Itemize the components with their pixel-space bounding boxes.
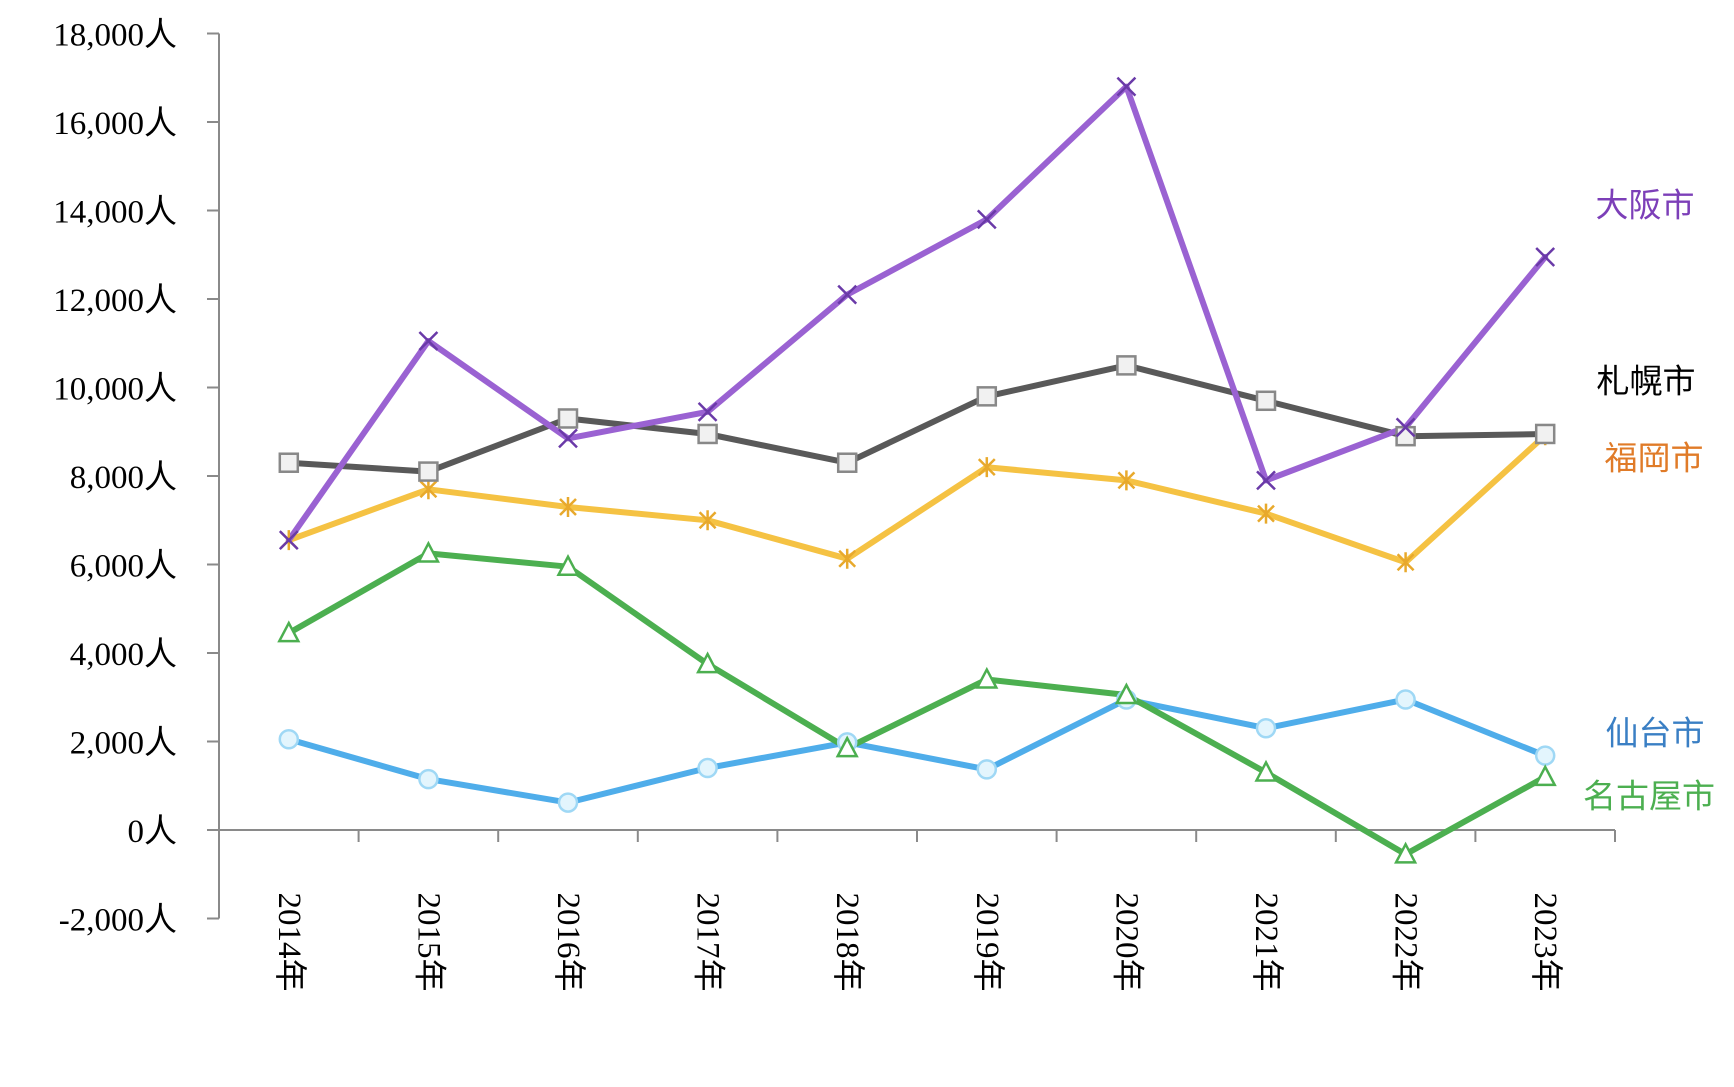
x-tick-label: 2021年	[1248, 893, 1285, 992]
series-line	[285, 83, 1549, 544]
series-line	[285, 696, 1549, 806]
y-tick-label: 2,000人	[70, 726, 177, 762]
data-point	[278, 729, 300, 750]
data-point	[1395, 689, 1416, 710]
data-point	[1114, 682, 1138, 705]
data-point	[1255, 390, 1277, 412]
y-tick-label: 6,000人	[70, 549, 177, 585]
y-tick-label: 10,000人	[53, 372, 177, 408]
data-point	[697, 757, 718, 779]
data-point	[1533, 764, 1557, 787]
data-point	[698, 510, 717, 531]
data-point	[1395, 417, 1416, 438]
x-tick-label: 2022年	[1388, 893, 1425, 992]
series-line	[285, 362, 1549, 475]
data-point	[1254, 759, 1278, 782]
x-tick-label: 2023年	[1527, 893, 1564, 992]
data-point	[418, 331, 439, 351]
x-tick-label: 2019年	[969, 892, 1006, 991]
data-point	[278, 530, 299, 551]
series-line	[285, 432, 1549, 566]
series-label: 名古屋市	[1583, 777, 1715, 816]
data-point	[1395, 425, 1416, 447]
data-point	[419, 479, 438, 500]
data-point	[1534, 745, 1556, 766]
data-point	[1396, 552, 1415, 573]
data-point	[836, 452, 858, 473]
data-point	[1534, 423, 1556, 445]
data-point	[837, 284, 858, 305]
data-point	[1394, 841, 1418, 864]
data-point	[416, 540, 440, 563]
data-point	[1255, 717, 1277, 739]
data-point	[838, 548, 857, 569]
data-point	[557, 792, 579, 813]
x-tick-label: 2020年	[1108, 893, 1145, 992]
series-label: 大阪市	[1596, 186, 1695, 225]
x-tick-label: 2016年	[550, 893, 587, 992]
data-point	[977, 457, 996, 478]
data-point	[1535, 247, 1556, 267]
data-point	[418, 768, 439, 790]
data-point	[1116, 76, 1137, 97]
series-markers	[277, 76, 1557, 864]
x-tick-label: 2014年	[271, 893, 308, 992]
y-tick-label: 16,000人	[53, 106, 177, 142]
y-tick-label: 14,000人	[53, 195, 177, 231]
data-point	[278, 452, 300, 473]
x-tick-label: 2018年	[829, 893, 866, 992]
data-point	[976, 209, 997, 230]
y-tick-label: 12,000人	[53, 283, 177, 319]
x-tick-label: 2017年	[690, 893, 727, 992]
y-tick-label: 0人	[128, 814, 178, 850]
series-label: 仙台市	[1606, 714, 1705, 753]
data-point	[697, 423, 718, 445]
axes: -2,000人 0人 2,000人 4,000人 6,000人 8,000人 10,000人…	[53, 18, 1616, 992]
series-label: 福岡市	[1605, 439, 1704, 478]
data-point	[277, 620, 301, 643]
data-point	[557, 408, 579, 429]
data-point	[556, 554, 580, 576]
y-tick-label: 8,000人	[70, 460, 177, 496]
data-point	[559, 496, 577, 517]
y-tick-label: 18,000人	[53, 18, 177, 54]
data-point	[558, 428, 578, 449]
data-point	[1257, 503, 1275, 524]
data-point	[1256, 470, 1276, 491]
series-line	[285, 550, 1549, 858]
y-tick-label: -2,000人	[59, 903, 177, 939]
data-point	[418, 461, 439, 482]
data-point	[835, 735, 859, 758]
data-point	[976, 759, 998, 780]
series-label: 札幌市	[1597, 362, 1696, 401]
data-point	[976, 386, 998, 407]
series-lines	[285, 83, 1549, 858]
data-point	[697, 401, 718, 422]
y-tick-label: 4,000人	[70, 637, 177, 673]
x-tick-label: 2015年	[410, 893, 447, 992]
data-point	[1116, 355, 1137, 376]
data-point	[975, 666, 999, 689]
data-point	[1117, 470, 1136, 491]
data-point	[696, 651, 720, 674]
